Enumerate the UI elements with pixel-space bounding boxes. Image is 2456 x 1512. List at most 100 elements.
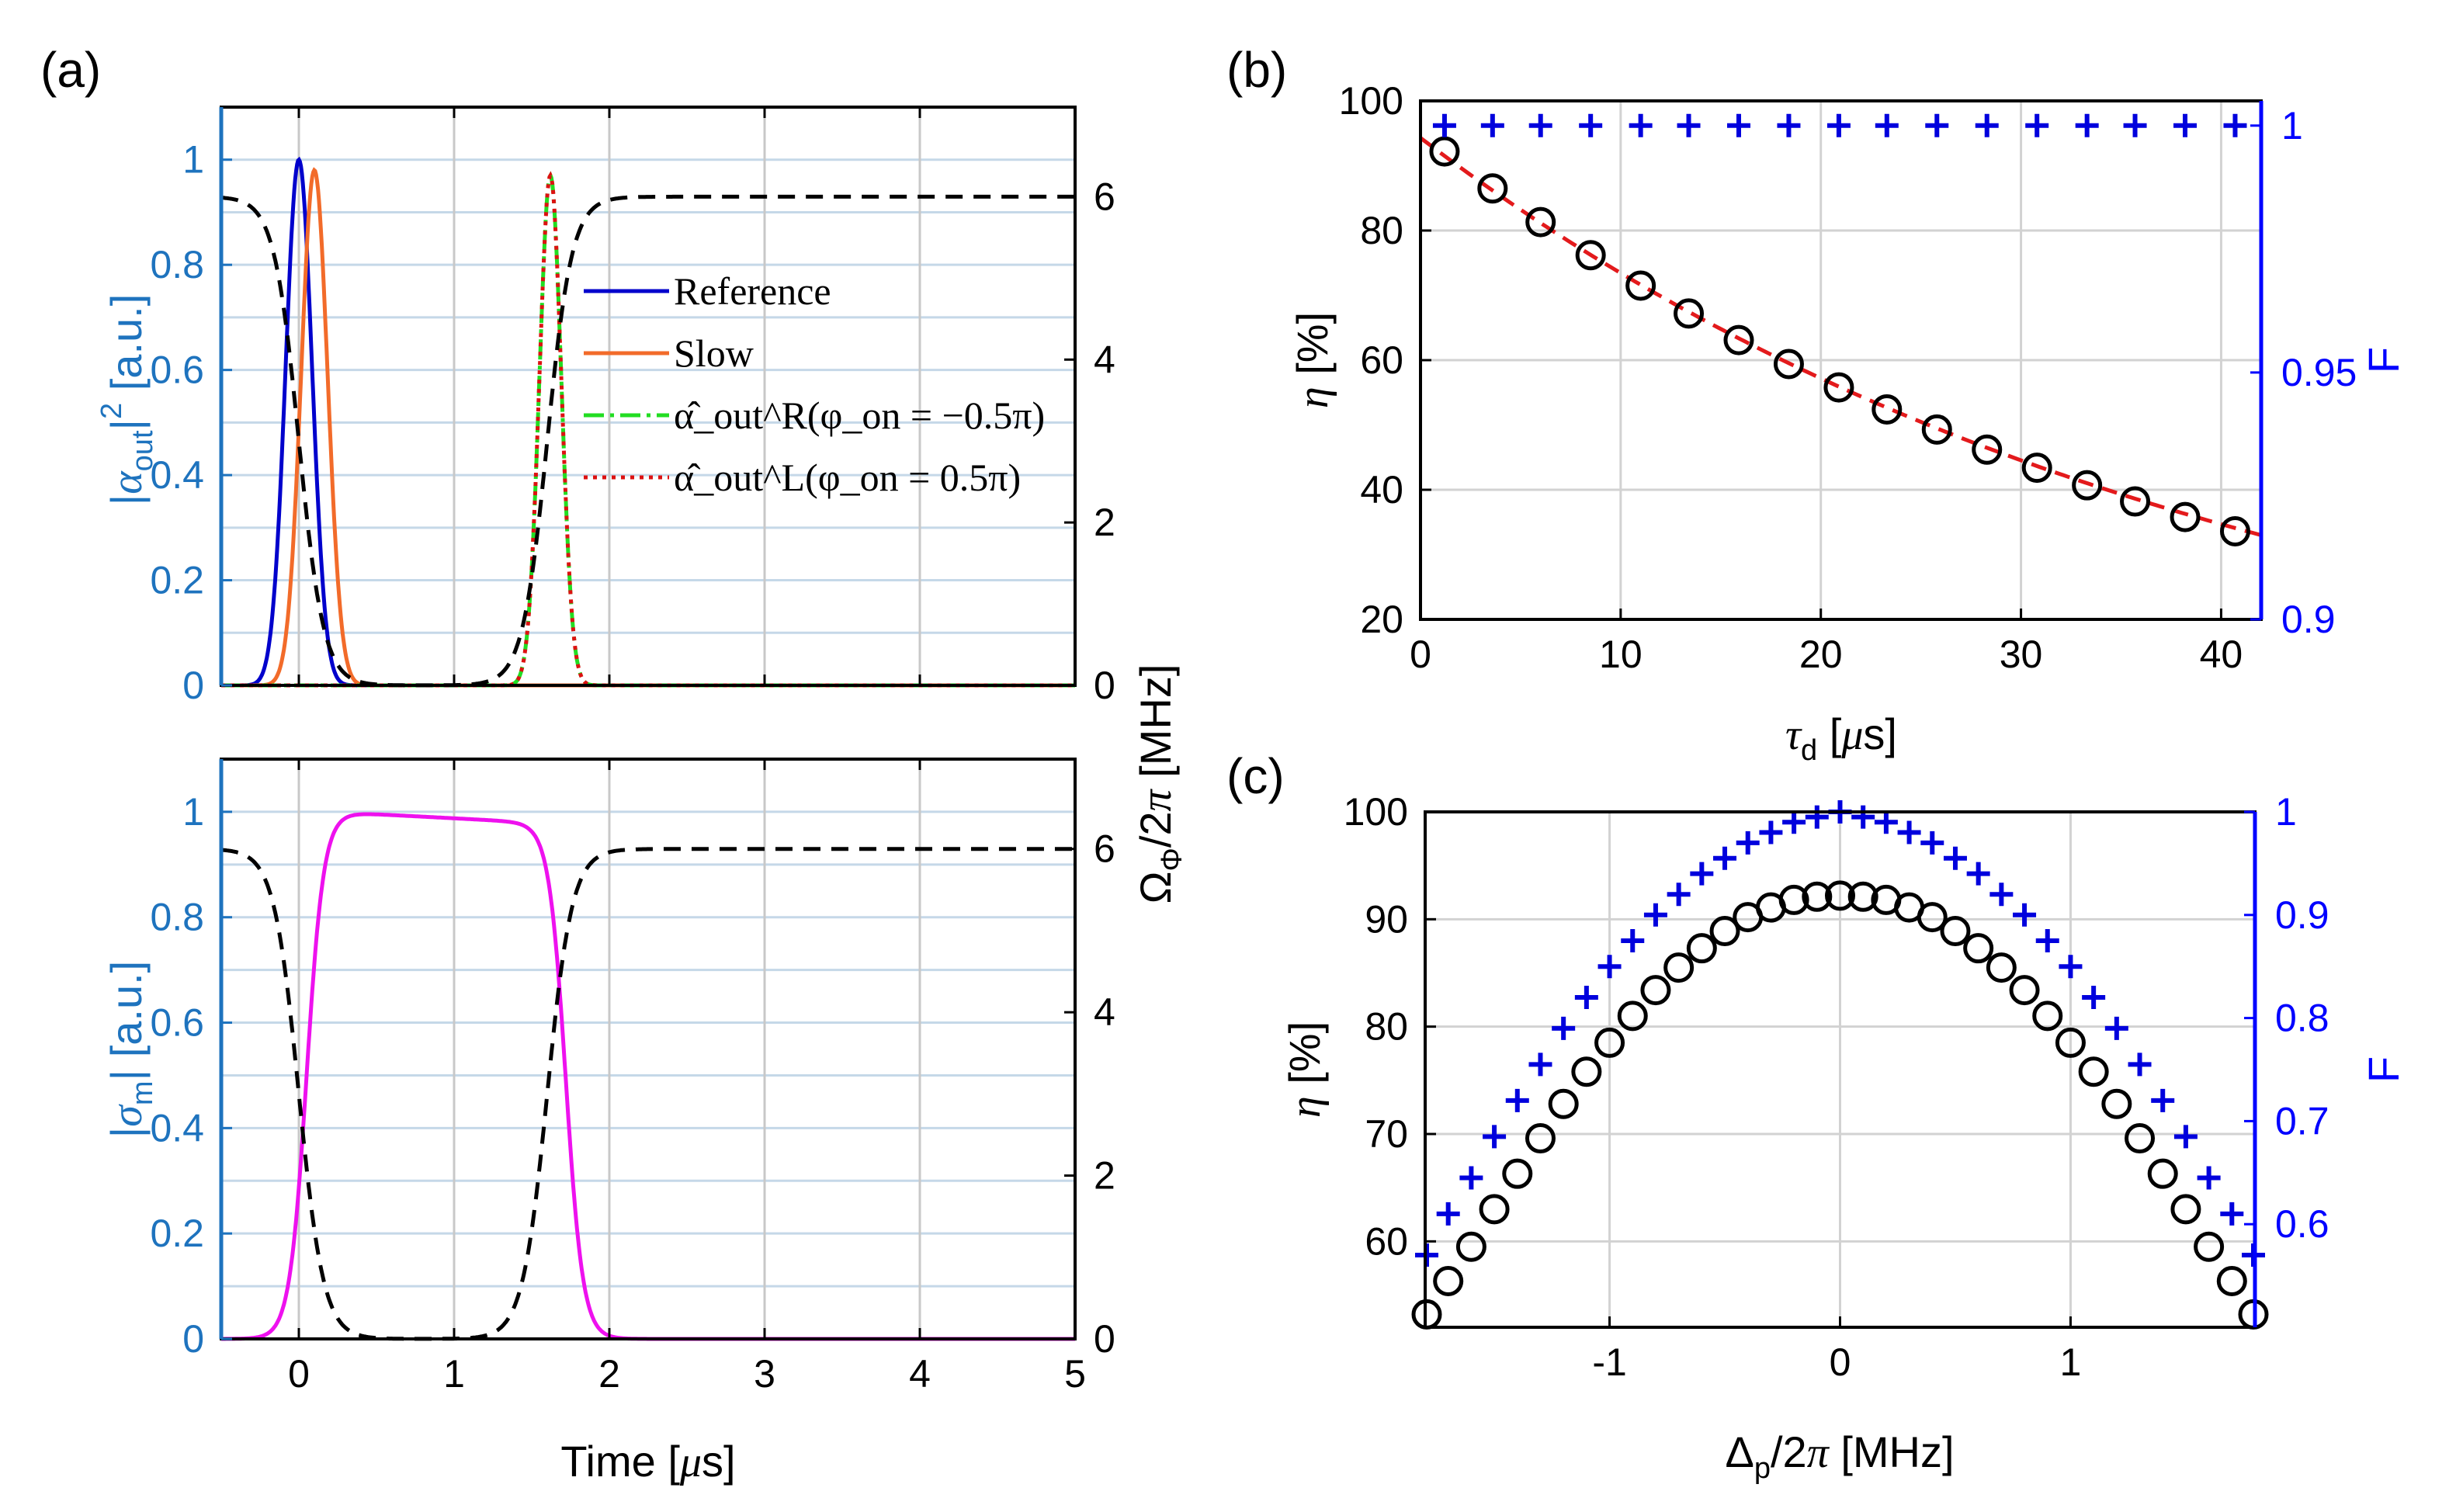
panel-b-ytick-label: 20 <box>1360 598 1403 641</box>
eta-marker <box>1575 240 1606 271</box>
panel-b-ytick-label: 80 <box>1360 209 1403 252</box>
eta-marker <box>1825 880 1855 911</box>
a-top-y2tick-label: 4 <box>1094 338 1115 381</box>
fidelity-marker <box>1759 820 1783 844</box>
fidelity-marker <box>1436 1202 1460 1226</box>
fidelity-marker <box>1579 113 1603 137</box>
fidelity-marker <box>1826 113 1851 137</box>
fidelity-marker <box>2151 1088 2175 1112</box>
eta-marker <box>2101 1088 2132 1119</box>
panel-b-ytick-label: 40 <box>1360 468 1403 512</box>
legend-entry-l-output: α̂_out^L(φ_on = 0.5π) <box>584 456 1021 499</box>
a-bottom-ytick-label: 1 <box>182 790 204 834</box>
eta-marker <box>2147 1158 2178 1189</box>
a-bottom-xtick-label: 0 <box>288 1352 310 1396</box>
panel-b-y2tick-label: 1 <box>2281 104 2303 147</box>
eta-marker <box>1525 1123 1556 1154</box>
panel-label-a: (a) <box>40 42 101 98</box>
panel-label-c: (c) <box>1226 748 1285 804</box>
fidelity-marker <box>1943 846 1967 870</box>
panel-a-bottom-ylabel: |σm| [a.u.] <box>102 961 159 1138</box>
eta-marker <box>2194 1231 2225 1262</box>
a-bottom-ytick-label: 0.6 <box>150 1001 204 1045</box>
fidelity-marker <box>1552 1016 1576 1040</box>
eta-marker <box>2032 1000 2063 1032</box>
panel-c-xtick-label: 1 <box>2060 1340 2082 1384</box>
fidelity-marker <box>1459 1166 1483 1190</box>
panel-a-top-ticks: 0 0.2 0.4 0.6 0.8 1 0 2 4 6 <box>150 107 1115 707</box>
eta-marker <box>1709 916 1740 947</box>
fidelity-marker <box>1777 113 1801 137</box>
a-bottom-ytick-label: 0.2 <box>150 1212 204 1255</box>
panel-c-ticks: -1 0 1 60 70 80 90 100 0.6 0.7 0.8 0.9 1 <box>1344 790 2329 1384</box>
legend-label-reference: Reference <box>674 269 831 313</box>
panel-c-ytick-label: 60 <box>1365 1219 1408 1263</box>
panel-b-ytick-label: 60 <box>1360 338 1403 382</box>
eta-marker <box>1640 975 1671 1006</box>
eta-marker <box>1963 933 1994 964</box>
fidelity-marker <box>2220 1202 2244 1226</box>
panel-c-xtick-label: 0 <box>1830 1340 1851 1384</box>
eta-marker <box>1823 372 1854 403</box>
fidelity-marker <box>1897 820 1921 844</box>
fidelity-marker <box>2173 113 2198 137</box>
eta-marker <box>2125 1123 2156 1154</box>
fidelity-marker <box>1432 113 1456 137</box>
fidelity-marker <box>2197 1166 2221 1190</box>
panel-b-y2label: F <box>2359 347 2408 373</box>
fidelity-marker <box>1782 810 1806 834</box>
eta-marker <box>2055 1027 2086 1058</box>
a-top-y2tick-label: 6 <box>1094 175 1115 218</box>
a-bottom-xtick-label: 3 <box>754 1352 775 1396</box>
a-bottom-y2tick-label: 6 <box>1094 827 1115 871</box>
legend-entry-r-output: α̂_out^R(φ_on = −0.5π) <box>584 394 1045 437</box>
eta-marker <box>1433 1266 1464 1297</box>
a-bottom-y2tick-label: 4 <box>1094 990 1115 1034</box>
eta-marker <box>1723 324 1754 355</box>
panel-c-xtick-label: -1 <box>1592 1340 1626 1384</box>
control-field-curve <box>220 194 1075 688</box>
legend: Reference Slow α̂_out^R(φ_on = −0.5π) α̂… <box>584 269 1045 499</box>
eta-marker <box>2216 1266 2247 1297</box>
fidelity-marker <box>2223 113 2247 137</box>
fidelity-marker <box>1597 955 1622 979</box>
fidelity-marker <box>2025 113 2049 137</box>
eta-marker <box>1502 1158 1533 1189</box>
eta-marker <box>2078 1056 2109 1087</box>
eta-marker <box>1921 414 1952 445</box>
panel-b-xtick-label: 0 <box>1410 633 1431 676</box>
eta-marker <box>1594 1027 1625 1058</box>
fidelity-marker <box>1805 805 1829 829</box>
panel-c-ytick-label: 100 <box>1344 790 1408 834</box>
eta-marker <box>1617 1000 1648 1032</box>
eta-marker <box>1479 1194 1510 1225</box>
a-bottom-ytick-label: 0.8 <box>150 896 204 939</box>
eta-marker <box>2072 470 2103 501</box>
fidelity-marker <box>1483 1125 1507 1149</box>
a-bottom-ytick-label: 0.4 <box>150 1106 204 1150</box>
a-top-ytick-label: 0.2 <box>150 559 204 602</box>
fidelity-marker <box>1966 862 1990 886</box>
panel-b-markers <box>1429 113 2250 546</box>
fidelity-marker <box>1875 113 1899 137</box>
panel-b-y2tick-label: 0.95 <box>2281 351 2357 394</box>
fidelity-marker <box>2059 955 2083 979</box>
eta-marker <box>1972 434 2003 465</box>
panel-c-y2tick-label: 0.8 <box>2275 997 2329 1040</box>
panel-b-ytick-label: 100 <box>1339 79 1403 123</box>
eta-marker <box>2219 515 2250 546</box>
fidelity-marker <box>1713 846 1737 870</box>
fidelity-marker <box>2123 113 2147 137</box>
legend-entry-reference: Reference <box>584 269 831 313</box>
a-bottom-xtick-label: 2 <box>598 1352 620 1396</box>
fidelity-marker <box>2075 113 2099 137</box>
panel-b-ticks: 0 10 20 30 40 20 40 60 80 100 0.9 0.95 1 <box>1339 79 2357 676</box>
eta-marker <box>1674 298 1705 329</box>
fidelity-marker <box>1528 113 1552 137</box>
panel-c-y2label: F <box>2359 1056 2408 1083</box>
panel-a-bottom-grid <box>221 758 1077 1339</box>
